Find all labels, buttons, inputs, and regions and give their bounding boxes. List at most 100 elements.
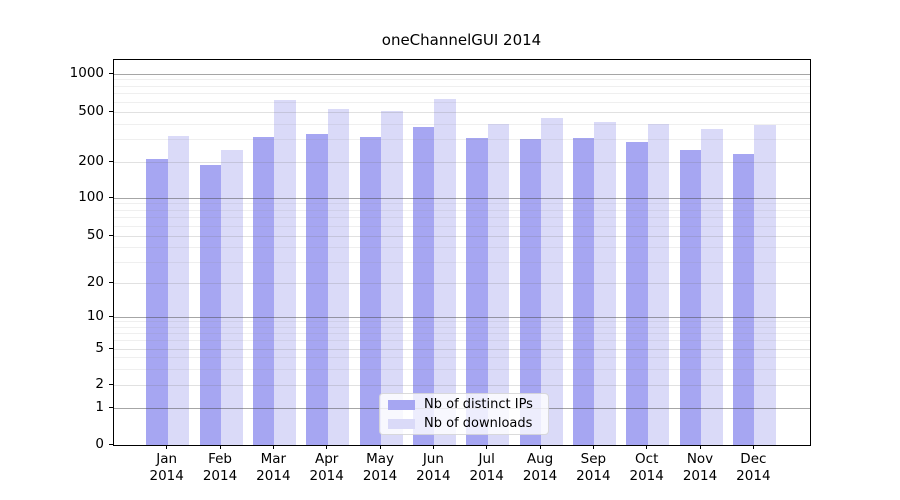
legend: Nb of distinct IPs Nb of downloads bbox=[379, 393, 549, 435]
chart-title: oneChannelGUI 2014 bbox=[381, 31, 542, 49]
gridline-1000 bbox=[114, 73, 810, 75]
y-tick-label-0: 0 bbox=[95, 436, 104, 452]
bar-sep-distinct-ips bbox=[572, 138, 595, 445]
bar-nov-distinct-ips bbox=[679, 149, 702, 445]
bar-may-downloads bbox=[381, 110, 403, 445]
x-tick-mark-may bbox=[379, 445, 381, 449]
y-tick-label-500: 500 bbox=[78, 103, 104, 119]
gridline-200 bbox=[114, 161, 810, 163]
legend-label-distinct-ips: Nb of distinct IPs bbox=[424, 397, 533, 412]
gridline-3 bbox=[114, 368, 810, 370]
gridline-100 bbox=[114, 197, 810, 199]
y-tick-label-100: 100 bbox=[78, 189, 104, 205]
y-tick-label-1000: 1000 bbox=[69, 65, 104, 81]
bar-aug-downloads bbox=[541, 117, 563, 445]
legend-swatch-downloads bbox=[388, 418, 415, 429]
bar-jun-distinct-ips bbox=[412, 126, 435, 445]
x-tick-mark-dec bbox=[752, 445, 754, 449]
x-tick-label-sep: Sep 2014 bbox=[576, 451, 611, 484]
gridline-4 bbox=[114, 357, 810, 359]
x-tick-label-jun: Jun 2014 bbox=[416, 451, 451, 484]
y-tick-label-1: 1 bbox=[95, 399, 104, 415]
x-tick-label-nov: Nov 2014 bbox=[682, 451, 718, 484]
x-tick-label-aug: Aug 2014 bbox=[522, 451, 558, 484]
bar-sep-downloads bbox=[594, 121, 616, 445]
legend-label-downloads: Nb of downloads bbox=[424, 416, 533, 431]
y-tick-mark-0 bbox=[109, 443, 113, 445]
x-tick-mark-mar bbox=[272, 445, 274, 449]
gridline-40 bbox=[114, 246, 810, 248]
bar-apr-downloads bbox=[327, 108, 350, 445]
gridline-9 bbox=[114, 321, 810, 323]
gridline-400 bbox=[114, 123, 810, 125]
gridline-50 bbox=[114, 235, 810, 237]
y-tick-mark-100 bbox=[109, 196, 113, 198]
gridline-500 bbox=[114, 111, 810, 113]
gridline-900 bbox=[114, 79, 810, 81]
bar-mar-downloads bbox=[274, 99, 296, 445]
bar-feb-distinct-ips bbox=[199, 165, 222, 445]
gridline-90 bbox=[114, 203, 810, 205]
y-tick-label-2: 2 bbox=[95, 376, 104, 392]
y-tick-label-20: 20 bbox=[86, 274, 104, 290]
x-tick-label-jul: Jul 2014 bbox=[469, 451, 504, 484]
legend-swatch-distinct-ips bbox=[388, 399, 415, 410]
bar-jul-distinct-ips bbox=[466, 138, 488, 445]
gridline-60 bbox=[114, 225, 810, 227]
x-tick-mark-jun bbox=[432, 445, 434, 449]
gridline-80 bbox=[114, 209, 810, 211]
bar-oct-downloads bbox=[647, 124, 670, 445]
bar-dec-distinct-ips bbox=[732, 154, 755, 445]
bar-oct-distinct-ips bbox=[626, 141, 648, 445]
y-tick-mark-20 bbox=[109, 281, 113, 283]
y-tick-label-50: 50 bbox=[86, 227, 104, 243]
gridline-5 bbox=[114, 348, 810, 350]
bar-apr-distinct-ips bbox=[306, 133, 328, 445]
gridline-2 bbox=[114, 384, 810, 386]
gridline-600 bbox=[114, 101, 810, 103]
y-tick-mark-2 bbox=[109, 383, 113, 385]
x-tick-mark-sep bbox=[592, 445, 594, 449]
bar-dec-downloads bbox=[754, 124, 776, 445]
bar-jan-distinct-ips bbox=[146, 159, 168, 445]
y-tick-mark-1000 bbox=[109, 72, 113, 74]
y-tick-mark-5 bbox=[109, 347, 113, 349]
x-tick-label-apr: Apr 2014 bbox=[309, 451, 344, 484]
x-tick-mark-apr bbox=[326, 445, 328, 449]
gridline-8 bbox=[114, 326, 810, 328]
x-tick-label-jan: Jan 2014 bbox=[149, 451, 184, 484]
x-tick-mark-nov bbox=[699, 445, 701, 449]
bar-jun-downloads bbox=[434, 98, 456, 445]
y-tick-label-200: 200 bbox=[78, 153, 104, 169]
x-tick-mark-oct bbox=[646, 445, 648, 449]
x-tick-label-mar: Mar 2014 bbox=[256, 451, 291, 484]
y-tick-mark-500 bbox=[109, 110, 113, 112]
y-tick-mark-1 bbox=[109, 406, 113, 408]
bar-jan-downloads bbox=[167, 136, 190, 445]
x-tick-label-oct: Oct 2014 bbox=[629, 451, 664, 484]
gridline-10 bbox=[114, 316, 810, 318]
bars-layer bbox=[114, 60, 810, 445]
gridline-300 bbox=[114, 139, 810, 141]
gridline-800 bbox=[114, 85, 810, 87]
gridline-7 bbox=[114, 332, 810, 334]
bar-may-distinct-ips bbox=[359, 136, 382, 445]
gridline-70 bbox=[114, 217, 810, 219]
legend-item-distinct-ips: Nb of distinct IPs bbox=[388, 397, 540, 412]
bar-mar-distinct-ips bbox=[252, 136, 275, 445]
y-tick-label-10: 10 bbox=[86, 308, 104, 324]
y-tick-mark-10 bbox=[109, 315, 113, 317]
gridline-20 bbox=[114, 282, 810, 284]
bar-feb-downloads bbox=[221, 150, 243, 445]
x-tick-label-dec: Dec 2014 bbox=[736, 451, 771, 484]
x-tick-label-may: May 2014 bbox=[362, 451, 398, 484]
y-tick-mark-50 bbox=[109, 234, 113, 236]
gridline-6 bbox=[114, 340, 810, 342]
y-tick-mark-200 bbox=[109, 160, 113, 162]
gridline-30 bbox=[114, 261, 810, 263]
bar-aug-distinct-ips bbox=[519, 139, 542, 445]
x-tick-mark-aug bbox=[539, 445, 541, 449]
bar-nov-downloads bbox=[701, 128, 723, 445]
bar-jul-downloads bbox=[487, 123, 510, 445]
legend-item-downloads: Nb of downloads bbox=[388, 416, 540, 431]
